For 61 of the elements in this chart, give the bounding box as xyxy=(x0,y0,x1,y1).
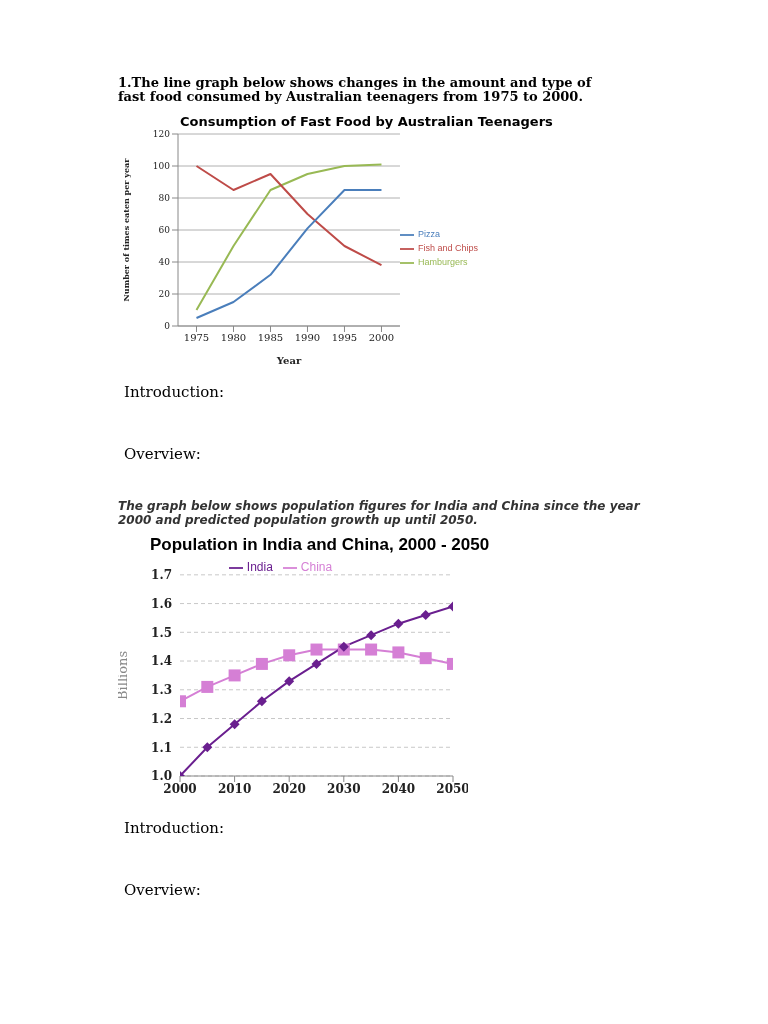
x-tick-label: 1980 xyxy=(220,332,247,344)
y-tick-label: 20 xyxy=(158,289,171,300)
y-tick-label: 1.0 xyxy=(151,769,172,784)
point xyxy=(311,658,322,669)
y-tick-label: 40 xyxy=(158,257,171,268)
point xyxy=(202,742,213,753)
y-tick-label: 60 xyxy=(158,225,171,236)
chart-subtitle: The graph below shows population figures for India and China since the year 2000 and predicted population growth up until 2050. xyxy=(118,499,642,527)
point xyxy=(310,643,323,656)
point xyxy=(338,641,349,652)
x-tick-label: 1985 xyxy=(257,332,284,344)
legend-label: Pizza xyxy=(417,229,440,240)
y-tick-label: 120 xyxy=(152,129,171,140)
legend-label: China xyxy=(300,560,333,574)
y-tick-label: 1.5 xyxy=(151,625,172,640)
line-series xyxy=(195,189,383,319)
point xyxy=(393,618,404,629)
y-tick-label: 1.7 xyxy=(151,568,172,583)
point xyxy=(392,646,405,659)
line-series xyxy=(195,163,383,311)
x-tick-label: 2040 xyxy=(381,781,416,796)
x-tick-label: 1990 xyxy=(294,332,321,344)
point xyxy=(283,649,296,662)
text: Introduction: xyxy=(124,819,226,837)
x-tick-label: 1975 xyxy=(183,332,210,344)
x-tick-label: 2030 xyxy=(327,781,361,796)
text: Overview: xyxy=(124,881,202,899)
point xyxy=(201,680,214,693)
y-tick-label: 0 xyxy=(164,321,171,332)
x-tick-label: 2000 xyxy=(368,332,395,344)
chart-subtitle: 1.The line graph below shows changes in the amount and type of fast food consumed by Australian teenagers from 1975 to 2000. xyxy=(118,75,593,104)
point xyxy=(365,643,378,656)
y-tick-label: 1.3 xyxy=(151,683,172,698)
y-tick-label: 100 xyxy=(152,161,171,172)
legend-label: Fish and Chips xyxy=(417,243,478,254)
point xyxy=(366,630,377,641)
x-axis-title: Year xyxy=(275,355,302,366)
point xyxy=(228,669,241,682)
y-tick-label: 1.2 xyxy=(151,711,172,726)
y-axis-title: Number of times eaten per year xyxy=(120,157,131,302)
legend-label: Hamburgers xyxy=(417,257,468,268)
y-tick-label: 1.1 xyxy=(151,740,172,755)
y-tick-label: 1.6 xyxy=(151,596,172,611)
point xyxy=(420,610,431,621)
point xyxy=(229,719,240,730)
x-tick-label: 2010 xyxy=(217,781,252,796)
x-tick-label: 1995 xyxy=(331,332,358,344)
point xyxy=(284,676,295,687)
text: Overview: xyxy=(124,445,202,463)
point xyxy=(255,657,268,670)
y-tick-label: 1.4 xyxy=(151,654,172,669)
point xyxy=(419,652,432,665)
y-tick-label: 80 xyxy=(158,193,171,204)
text: Introduction: xyxy=(124,383,226,401)
line-series xyxy=(195,165,383,267)
chart-title: Consumption of Fast Food by Australian Teenagers xyxy=(180,114,554,129)
chart-title: Population in India and China, 2000 - 2050 xyxy=(150,535,491,555)
point xyxy=(256,696,267,707)
legend-label: India xyxy=(246,560,273,574)
x-tick-label: 2020 xyxy=(272,781,306,796)
x-tick-label: 2000 xyxy=(163,781,197,796)
